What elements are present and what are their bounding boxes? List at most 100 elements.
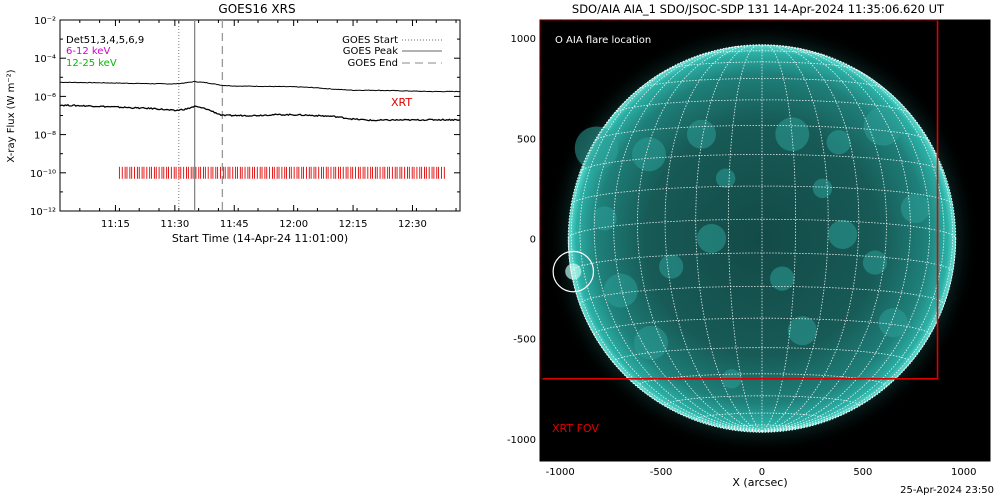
grid-line — [571, 185, 953, 205]
grid-line — [579, 285, 945, 305]
grid-line — [727, 44, 763, 432]
active-region — [862, 250, 888, 275]
active-region — [632, 137, 666, 172]
goes-x-axis: 11:15 11:30 11:45 12:00 12:15 12:30 — [59, 20, 457, 230]
grid-line — [761, 238, 957, 432]
aia-y-tick-label: 0 — [530, 234, 536, 245]
goes-y-tick-label: 10⁻⁸ — [34, 131, 56, 142]
legend-goes-peak-label: GOES Peak — [343, 46, 398, 57]
xrt-label: XRT — [391, 96, 412, 109]
aia-y-tick-label: -500 — [513, 335, 536, 346]
aia-image-chart: SDO/AIA AIA_1 SDO/JSOC-SDP 131 14-Apr-20… — [507, 2, 991, 489]
goes-x-tick-label: 11:30 — [160, 219, 189, 230]
active-region — [828, 219, 858, 250]
goes-time-markers — [178, 20, 224, 211]
legend-goes-end-label: GOES End — [348, 58, 398, 69]
goes-series-line — [59, 80, 461, 93]
grid-line — [613, 45, 763, 432]
goes-y-tick-label: 10⁻⁶ — [34, 92, 56, 103]
active-region — [775, 117, 810, 152]
grid-line — [761, 44, 829, 432]
goes-chart-title: GOES16 XRS — [218, 2, 295, 16]
grid-line — [761, 69, 954, 432]
goes-x-tick-label: 12:15 — [339, 219, 368, 230]
legend-6-12kev-label: 6-12 keV — [66, 46, 110, 57]
goes-y-tick-label: 10⁻⁴ — [34, 54, 56, 65]
aia-plot-frame — [539, 19, 991, 462]
grid-line — [761, 45, 860, 432]
aia-y-tick-label: 1000 — [511, 34, 536, 45]
active-region — [878, 308, 908, 338]
goes-x-axis-label: Start Time (14-Apr-24 11:01:00) — [172, 232, 348, 245]
xrt-observation-ticks — [118, 166, 445, 179]
goes-y-tick-label: 10⁻¹² — [30, 207, 56, 218]
aia-x-axis: -1000 -500 0 500 1000 — [546, 20, 985, 478]
grid-line — [613, 347, 911, 363]
active-region — [696, 223, 727, 254]
goes-y-axis-label: X-ray Flux (W m⁻²) — [6, 69, 17, 162]
flare-bright-point — [565, 263, 582, 280]
active-region — [812, 178, 833, 199]
aia-x-axis-label: X (arcsec) — [732, 476, 787, 489]
aia-legend: O AIA flare location — [555, 35, 651, 46]
active-region — [863, 106, 903, 146]
active-region — [634, 325, 668, 360]
legend-goes-start-label: GOES Start — [342, 35, 398, 46]
xrt-fov-box — [540, 20, 939, 380]
aia-x-tick-label: 1000 — [951, 467, 976, 478]
aia-y-tick-label: 500 — [517, 134, 536, 145]
goes-series-line — [59, 103, 461, 122]
aia-x-tick-label: 500 — [853, 467, 872, 478]
legend-12-25kev-label: 12-25 keV — [66, 58, 117, 69]
grid-line — [695, 44, 763, 432]
active-region — [900, 193, 930, 223]
active-region — [659, 254, 684, 279]
grid-line — [593, 317, 931, 335]
grid-line — [567, 238, 763, 432]
goes-y-axis: 10⁻¹² 10⁻¹⁰ 10⁻⁸ 10⁻⁶ 10⁻⁴ 10⁻² — [30, 16, 460, 218]
grid-line — [698, 50, 826, 56]
grid-line — [664, 45, 763, 432]
goes-x-tick-label: 11:45 — [220, 219, 249, 230]
active-region — [715, 168, 736, 189]
grid-line — [579, 52, 763, 432]
active-region — [826, 130, 851, 155]
xrt-fov-label: XRT FOV — [552, 422, 599, 435]
grid-line — [761, 52, 945, 432]
grid-line — [638, 78, 886, 90]
goes-x-tick-label: 12:00 — [279, 219, 308, 230]
legend-det-label: Det51,3,4,5,6,9 — [66, 35, 144, 46]
grid-line — [637, 45, 763, 432]
active-region — [770, 266, 795, 291]
grid-line — [761, 45, 887, 432]
goes-series-lines — [59, 80, 461, 122]
grid-line — [570, 69, 763, 432]
grid-line — [667, 61, 857, 70]
active-region — [592, 206, 617, 231]
solar-active-regions — [565, 106, 930, 389]
grid-line — [761, 45, 911, 432]
flare-location-marker — [552, 250, 595, 293]
active-region — [574, 126, 619, 171]
heliographic-grid — [567, 44, 957, 432]
aia-y-tick-label: -1000 — [507, 435, 536, 446]
goes-y-tick-label: 10⁻² — [34, 16, 56, 27]
aia-x-tick-label: -500 — [650, 467, 673, 478]
active-region — [787, 316, 817, 346]
aia-x-tick-label: -1000 — [546, 467, 575, 478]
active-region — [603, 273, 638, 308]
goes-x-tick-label: 12:30 — [398, 219, 427, 230]
solar-limb — [567, 44, 957, 433]
footer-timestamp: 25-Apr-2024 23:50 — [900, 485, 994, 496]
aia-x-tick-label: 0 — [759, 467, 765, 478]
aia-y-axis: -1000 -500 0 500 1000 — [507, 34, 990, 460]
grid-line — [594, 125, 930, 141]
goes-x-tick-label: 11:15 — [101, 219, 130, 230]
grid-line — [734, 44, 790, 48]
grid-line — [761, 47, 931, 432]
grid-line — [593, 47, 763, 432]
grid-line — [761, 44, 796, 432]
aia-chart-title: SDO/AIA AIA_1 SDO/JSOC-SDP 131 14-Apr-20… — [572, 2, 945, 16]
goes-y-tick-label: 10⁻¹⁰ — [30, 169, 56, 180]
active-region — [686, 119, 716, 149]
